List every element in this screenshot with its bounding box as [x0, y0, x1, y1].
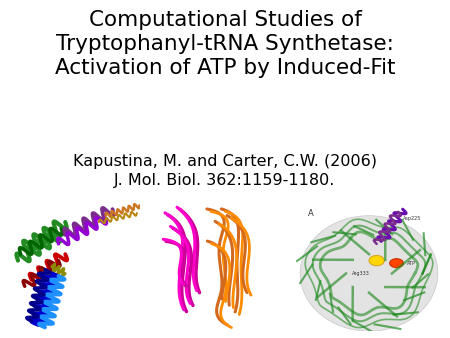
Text: Computational Studies of
Tryptophanyl-tRNA Synthetase:
Activation of ATP by Indu: Computational Studies of Tryptophanyl-tR…: [55, 10, 395, 78]
Ellipse shape: [390, 259, 404, 268]
Text: Asp225: Asp225: [403, 216, 421, 221]
Text: Arg333: Arg333: [352, 271, 370, 276]
Text: ATP: ATP: [407, 261, 416, 266]
Text: Kapustina, M. and Carter, C.W. (2006)
J. Mol. Biol. 362:1159-1180.: Kapustina, M. and Carter, C.W. (2006) J.…: [73, 154, 377, 188]
Ellipse shape: [369, 256, 384, 266]
Ellipse shape: [300, 216, 438, 331]
Text: A: A: [308, 209, 314, 218]
